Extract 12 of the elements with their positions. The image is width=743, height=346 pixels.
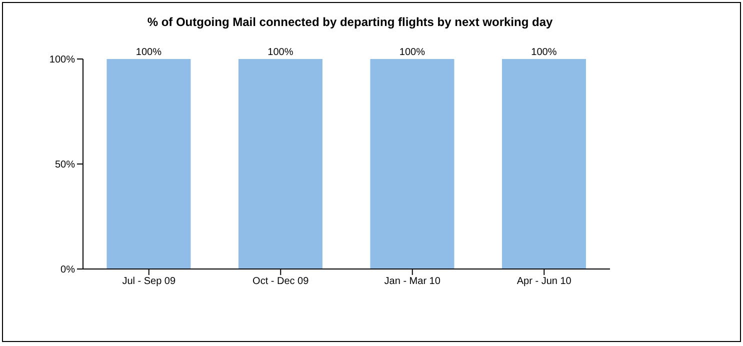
data-label: 100% (399, 47, 426, 58)
x-tick-label: Jul - Sep 09 (122, 276, 176, 288)
y-tick-label: 50% (54, 160, 76, 171)
data-label: 100% (531, 47, 557, 58)
chart-title: % of Outgoing Mail connected by departing flights by next working day (146, 15, 554, 29)
x-tick-label: Apr - Jun 10 (516, 276, 572, 288)
x-tick-label: Jan - Mar 10 (384, 276, 441, 288)
y-tick-label: 100% (49, 54, 76, 66)
x-tick-label: Oct - Dec 09 (252, 276, 310, 288)
data-label: 100% (268, 47, 294, 58)
y-tick-label: 0% (60, 264, 76, 276)
data-label: 100% (136, 47, 162, 58)
